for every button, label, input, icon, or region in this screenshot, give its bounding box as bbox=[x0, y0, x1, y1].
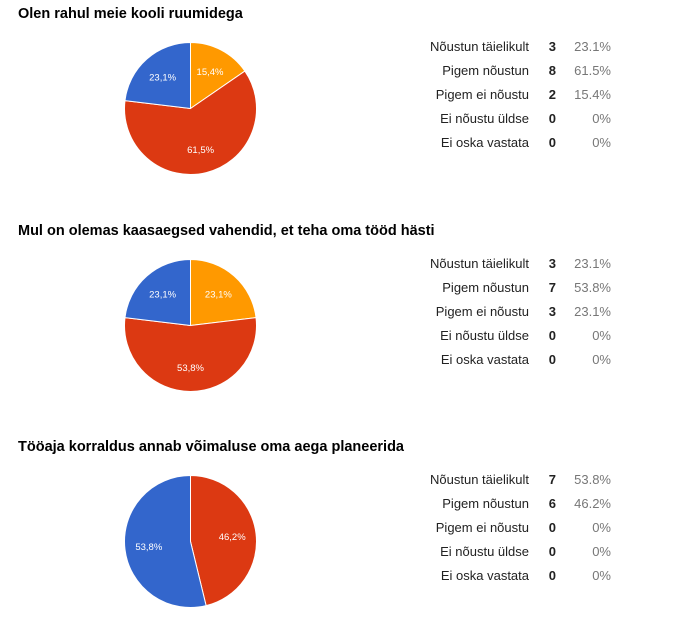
answer-label: Pigem nõustun bbox=[442, 279, 529, 295]
table-row: Ei nõustu üldse 0 0% bbox=[400, 323, 611, 347]
answer-percent: 61.5% bbox=[574, 62, 611, 78]
answer-label: Ei oska vastata bbox=[440, 567, 529, 583]
answer-percent: 0% bbox=[592, 327, 611, 343]
answer-count: 2 bbox=[548, 86, 556, 102]
chart-section-3: Tööaja korraldus annab võimaluse oma aeg… bbox=[0, 433, 695, 643]
response-table: Nõustun täielikult 3 23.1% Pigem nõustun 8 6… bbox=[400, 34, 611, 154]
chart-section-1: Olen rahul meie kooli ruumidega 15,4% 61,… bbox=[0, 0, 695, 210]
answer-label: Pigem nõustun bbox=[442, 62, 529, 78]
pie-slice bbox=[190, 474, 257, 607]
answer-percent: 0% bbox=[592, 351, 611, 367]
answer-label: Ei nõustu üldse bbox=[440, 543, 529, 559]
answer-count: 3 bbox=[548, 38, 556, 54]
answer-count: 7 bbox=[548, 279, 556, 295]
answer-count: 7 bbox=[548, 471, 556, 487]
table-row: Ei oska vastata 0 0% bbox=[400, 130, 611, 154]
answer-count: 3 bbox=[548, 255, 556, 271]
answer-label: Pigem ei nõustu bbox=[435, 303, 529, 319]
answer-percent: 0% bbox=[592, 134, 611, 150]
slice-label: 23,1% bbox=[205, 290, 232, 301]
answer-label: Nõustun täielikult bbox=[430, 255, 529, 271]
slice-label: 53,8% bbox=[135, 542, 162, 553]
table-row: Ei oska vastata 0 0% bbox=[400, 347, 611, 371]
answer-percent: 23.1% bbox=[574, 255, 611, 271]
table-row: Pigem nõustun 8 61.5% bbox=[400, 58, 611, 82]
answer-label: Nõustun täielikult bbox=[430, 471, 529, 487]
answer-count: 0 bbox=[548, 110, 556, 126]
pie-chart: 15,4% 61,5% 23,1% bbox=[124, 41, 257, 175]
slice-label: 15,4% bbox=[197, 67, 224, 78]
pie-chart: 46,2% 53,8% bbox=[124, 474, 257, 608]
pie-slice bbox=[124, 41, 191, 110]
answer-count: 0 bbox=[548, 327, 556, 343]
table-row: Nõustun täielikult 3 23.1% bbox=[400, 34, 611, 58]
slice-label: 46,2% bbox=[219, 532, 246, 543]
answer-label: Ei nõustu üldse bbox=[440, 327, 529, 343]
slice-label: 61,5% bbox=[187, 145, 214, 156]
pie-slice bbox=[124, 258, 191, 327]
answer-label: Pigem nõustun bbox=[442, 495, 529, 511]
answer-label: Pigem ei nõustu bbox=[435, 86, 529, 102]
answer-label: Nõustun täielikult bbox=[430, 38, 529, 54]
answer-label: Pigem ei nõustu bbox=[435, 519, 529, 535]
table-row: Pigem nõustun 6 46.2% bbox=[400, 491, 611, 515]
slice-label: 53,8% bbox=[177, 363, 204, 374]
answer-label: Ei oska vastata bbox=[440, 134, 529, 150]
answer-percent: 15.4% bbox=[574, 86, 611, 102]
table-row: Nõustun täielikult 3 23.1% bbox=[400, 251, 611, 275]
answer-count: 0 bbox=[548, 519, 556, 535]
table-row: Nõustun täielikult 7 53.8% bbox=[400, 467, 611, 491]
pie-slice bbox=[124, 317, 257, 392]
answer-count: 3 bbox=[548, 303, 556, 319]
answer-percent: 23.1% bbox=[574, 303, 611, 319]
table-row: Ei nõustu üldse 0 0% bbox=[400, 106, 611, 130]
answer-label: Ei oska vastata bbox=[440, 351, 529, 367]
pie-slice bbox=[124, 70, 257, 175]
answer-count: 0 bbox=[548, 567, 556, 583]
table-row: Ei nõustu üldse 0 0% bbox=[400, 539, 611, 563]
chart-title: Olen rahul meie kooli ruumidega bbox=[18, 6, 243, 22]
answer-count: 0 bbox=[548, 543, 556, 559]
table-row: Pigem ei nõustu 2 15.4% bbox=[400, 82, 611, 106]
answer-percent: 53.8% bbox=[574, 279, 611, 295]
pie-chart: 23,1% 53,8% 23,1% bbox=[124, 258, 257, 392]
answer-count: 0 bbox=[548, 134, 556, 150]
pie-slice bbox=[124, 474, 207, 608]
table-row: Ei oska vastata 0 0% bbox=[400, 563, 611, 587]
slice-label: 23,1% bbox=[149, 290, 176, 301]
answer-percent: 53.8% bbox=[574, 471, 611, 487]
answer-count: 6 bbox=[548, 495, 556, 511]
pie-slice bbox=[190, 41, 246, 110]
answer-percent: 0% bbox=[592, 567, 611, 583]
pie-slice bbox=[190, 258, 257, 327]
chart-title: Tööaja korraldus annab võimaluse oma aeg… bbox=[18, 439, 404, 455]
answer-percent: 23.1% bbox=[574, 38, 611, 54]
answer-label: Ei nõustu üldse bbox=[440, 110, 529, 126]
table-row: Pigem nõustun 7 53.8% bbox=[400, 275, 611, 299]
slice-label: 23,1% bbox=[149, 73, 176, 84]
response-table: Nõustun täielikult 7 53.8% Pigem nõustun 6 4… bbox=[400, 467, 611, 587]
response-table: Nõustun täielikult 3 23.1% Pigem nõustun 7 5… bbox=[400, 251, 611, 371]
answer-count: 0 bbox=[548, 351, 556, 367]
chart-section-2: Mul on olemas kaasaegsed vahendid, et te… bbox=[0, 217, 695, 427]
answer-percent: 0% bbox=[592, 110, 611, 126]
answer-percent: 46.2% bbox=[574, 495, 611, 511]
answer-percent: 0% bbox=[592, 543, 611, 559]
chart-title: Mul on olemas kaasaegsed vahendid, et te… bbox=[18, 223, 435, 239]
answer-percent: 0% bbox=[592, 519, 611, 535]
table-row: Pigem ei nõustu 0 0% bbox=[400, 515, 611, 539]
table-row: Pigem ei nõustu 3 23.1% bbox=[400, 299, 611, 323]
answer-count: 8 bbox=[548, 62, 556, 78]
